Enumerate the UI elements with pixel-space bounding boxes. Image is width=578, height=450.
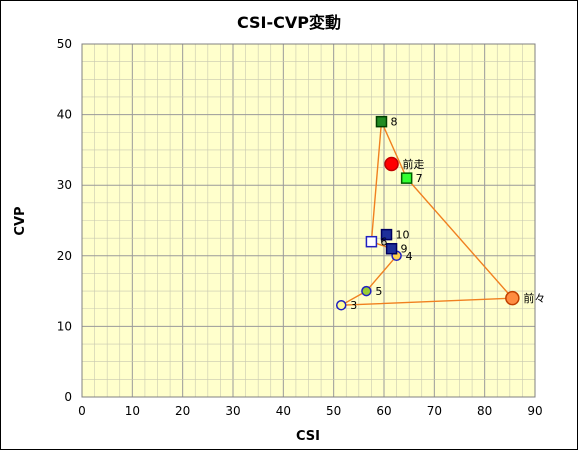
data-point-marker <box>365 235 378 248</box>
y-tick-label: 10 <box>57 319 72 333</box>
x-tick-label: 0 <box>78 404 86 418</box>
chart-title: CSI-CVP変動 <box>237 13 341 32</box>
x-tick-label: 60 <box>376 404 391 418</box>
x-tick-label: 30 <box>225 404 240 418</box>
data-point-marker <box>400 172 413 184</box>
data-point-label: 7 <box>416 172 423 185</box>
data-points <box>335 115 520 311</box>
x-tick-label: 20 <box>175 404 190 418</box>
x-tick-label: 70 <box>427 404 442 418</box>
data-point-marker <box>505 290 520 306</box>
y-tick-label: 20 <box>57 249 72 263</box>
data-point-label: 9 <box>401 243 408 256</box>
data-point-label: 10 <box>396 229 410 242</box>
data-point-label: 8 <box>390 116 397 129</box>
x-tick-label: 90 <box>527 404 542 418</box>
data-point-marker <box>380 228 393 241</box>
x-axis-ticks: 0 10 20 30 40 50 60 70 80 90 <box>78 404 542 418</box>
data-point-label: 4 <box>406 250 413 263</box>
y-tick-label: 0 <box>64 390 72 404</box>
data-point-label: 5 <box>375 285 382 298</box>
data-point-marker <box>384 156 399 172</box>
x-tick-label: 80 <box>477 404 492 418</box>
y-tick-label: 50 <box>57 37 72 51</box>
y-axis-title: CVP <box>13 206 28 235</box>
data-point-marker <box>385 242 398 255</box>
data-point-label: 前々 <box>523 291 545 305</box>
data-point-marker <box>375 115 388 128</box>
data-point-label: 3 <box>350 299 357 312</box>
x-tick-label: 10 <box>125 404 140 418</box>
x-tick-label: 50 <box>326 404 341 418</box>
y-tick-label: 30 <box>57 178 72 192</box>
data-point-label: 前走 <box>403 157 425 171</box>
grid-lines <box>81 43 536 398</box>
y-tick-label: 40 <box>57 108 72 122</box>
data-point-marker <box>361 285 372 297</box>
x-tick-label: 40 <box>276 404 291 418</box>
y-axis-ticks: 0 10 20 30 40 50 <box>57 37 72 404</box>
plot-border <box>81 43 536 398</box>
data-point-marker <box>335 299 347 311</box>
data-point-label: 6 <box>380 236 387 249</box>
x-axis-title: CSI <box>296 429 320 444</box>
